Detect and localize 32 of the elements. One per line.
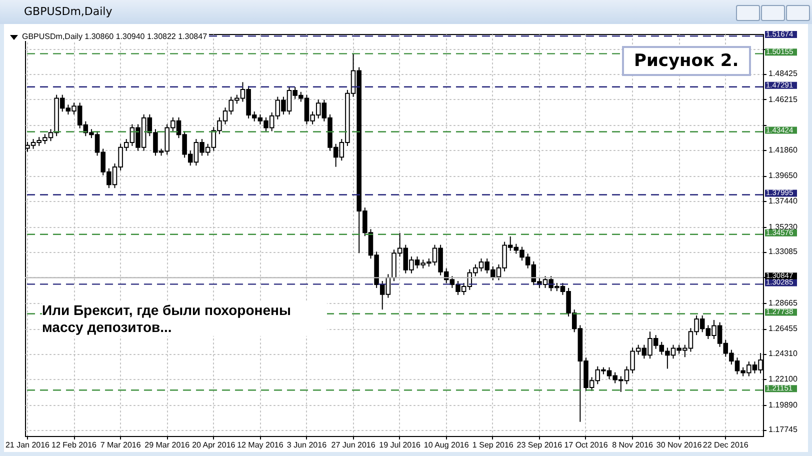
x-tick-label: 12 Feb 2016 bbox=[52, 440, 98, 450]
x-tick-label: 22 Dec 2016 bbox=[702, 440, 749, 450]
y-tick-label: 1.37440 bbox=[768, 196, 798, 206]
y-tick-label: 1.48425 bbox=[768, 69, 798, 78]
x-tick-label: 21 Jan 2016 bbox=[5, 440, 50, 450]
y-tick-label: 1.39650 bbox=[768, 171, 798, 180]
y-tick-label: 1.17745 bbox=[768, 425, 798, 434]
y-tick-label: 1.22100 bbox=[768, 374, 798, 384]
y-tick-label: 1.41860 bbox=[768, 145, 798, 154]
y-tick-label: 1.33085 bbox=[768, 247, 798, 256]
x-tick-label: 8 Nov 2016 bbox=[612, 440, 654, 450]
x-tick-label: 19 Jul 2016 bbox=[379, 440, 422, 450]
annotation: GBPUSDm,Daily 1.30860 1.30940 1.30822 1.30847 bbox=[20, 32, 210, 41]
x-tick-label: 3 Jun 2016 bbox=[286, 440, 328, 450]
y-tick-label: 1.28665 bbox=[768, 298, 798, 308]
x-tick-label: 17 Oct 2016 bbox=[564, 440, 608, 450]
x-tick-label: 23 Sep 2016 bbox=[516, 440, 563, 450]
x-tick-label: 7 Mar 2016 bbox=[100, 440, 142, 450]
chart-title: GBPUSDm,Daily bbox=[24, 5, 112, 18]
y-tick-label: 1.19890 bbox=[768, 400, 798, 410]
x-tick-label: 1 Sep 2016 bbox=[472, 440, 514, 450]
x-tick-label: 30 Nov 2016 bbox=[656, 440, 702, 450]
annotation: Рисунок 2. bbox=[622, 46, 751, 76]
y-tick-label: 1.26455 bbox=[768, 324, 798, 334]
x-tick-label: 20 Apr 2016 bbox=[192, 440, 236, 450]
x-tick-label: 12 May 2016 bbox=[237, 440, 284, 450]
x-tick-label: 29 Mar 2016 bbox=[144, 440, 190, 450]
y-tick-label: 1.46215 bbox=[768, 94, 798, 104]
x-tick-label: 10 Aug 2016 bbox=[424, 440, 470, 450]
annotation: Или Брексит, где были похоронены массу депозитов... bbox=[42, 302, 327, 336]
y-tick-label: 1.24310 bbox=[768, 349, 798, 358]
x-tick-label: 27 Jun 2016 bbox=[331, 440, 376, 450]
